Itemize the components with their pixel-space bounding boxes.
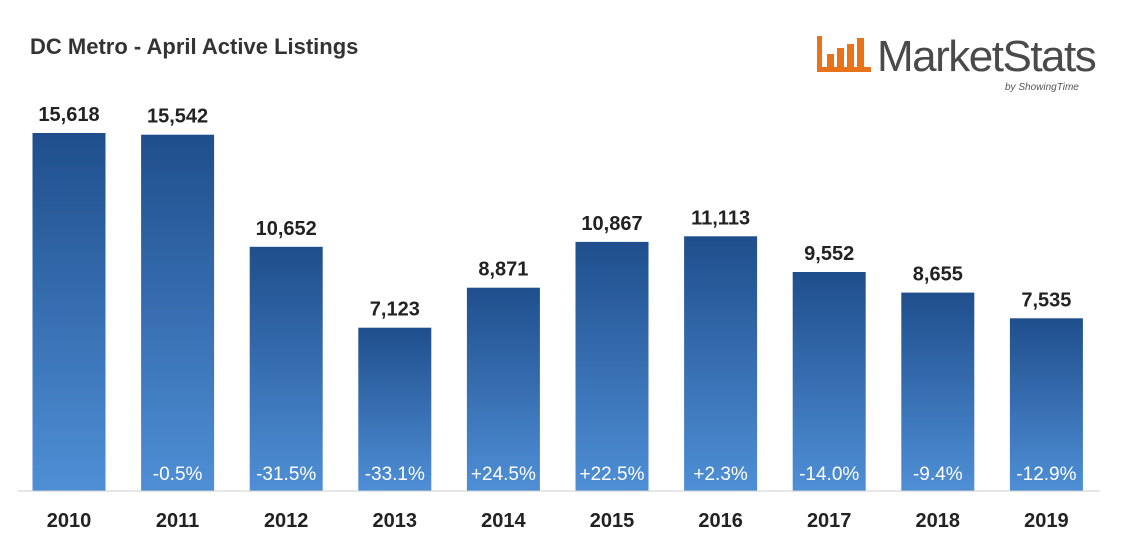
x-tick-2015: 2015 <box>590 510 635 532</box>
value-label-2019: 7,535 <box>1021 289 1071 311</box>
change-label-2014: +24.5% <box>471 464 536 485</box>
bar-2014 <box>466 287 540 491</box>
value-label-2018: 8,655 <box>913 264 963 286</box>
x-tick-2016: 2016 <box>698 510 743 532</box>
bar-2016 <box>684 236 758 491</box>
value-label-2016: 11,113 <box>691 207 750 229</box>
bar-2015 <box>575 241 649 491</box>
x-tick-2018: 2018 <box>916 510 961 532</box>
chart-title: DC Metro - April Active Listings <box>30 34 359 59</box>
marketstats-logo: MarketStats by ShowingTime <box>815 30 1115 100</box>
change-label-2016: +2.3% <box>693 464 748 485</box>
x-tick-2012: 2012 <box>264 510 309 532</box>
change-label-2015: +22.5% <box>580 464 645 485</box>
logo-subtext: by ShowingTime <box>1005 82 1079 93</box>
x-tick-2011: 2011 <box>156 510 199 532</box>
change-label-2011: -0.5% <box>153 464 203 485</box>
change-label-2019: -12.9% <box>1016 464 1076 485</box>
value-label-2010: 15,618 <box>38 104 99 126</box>
change-label-2017: -14.0% <box>799 464 859 485</box>
x-tick-2017: 2017 <box>807 510 852 532</box>
bar-chart-logo-icon <box>817 36 871 72</box>
logo-text: MarketStats <box>877 32 1097 81</box>
value-label-2014: 8,871 <box>478 259 528 281</box>
value-label-2017: 9,552 <box>804 243 854 265</box>
value-label-2011: 15,542 <box>147 106 208 128</box>
change-label-2012: -31.5% <box>256 464 316 485</box>
bar-2019 <box>1009 318 1083 491</box>
bar-2011 <box>141 134 215 491</box>
bar-2012 <box>249 246 323 491</box>
value-label-2015: 10,867 <box>581 213 642 235</box>
change-label-2018: -9.4% <box>913 464 963 485</box>
bar-2013 <box>358 327 432 491</box>
x-tick-2014: 2014 <box>481 510 526 532</box>
x-tick-2019: 2019 <box>1024 510 1069 532</box>
value-label-2012: 10,652 <box>256 218 317 240</box>
bar-2017 <box>792 272 866 491</box>
bar-2010 <box>32 133 106 491</box>
x-tick-2010: 2010 <box>47 510 92 532</box>
change-label-2013: -33.1% <box>365 464 425 485</box>
x-tick-2013: 2013 <box>373 510 418 532</box>
bar-2018 <box>901 292 975 491</box>
value-label-2013: 7,123 <box>370 299 420 321</box>
